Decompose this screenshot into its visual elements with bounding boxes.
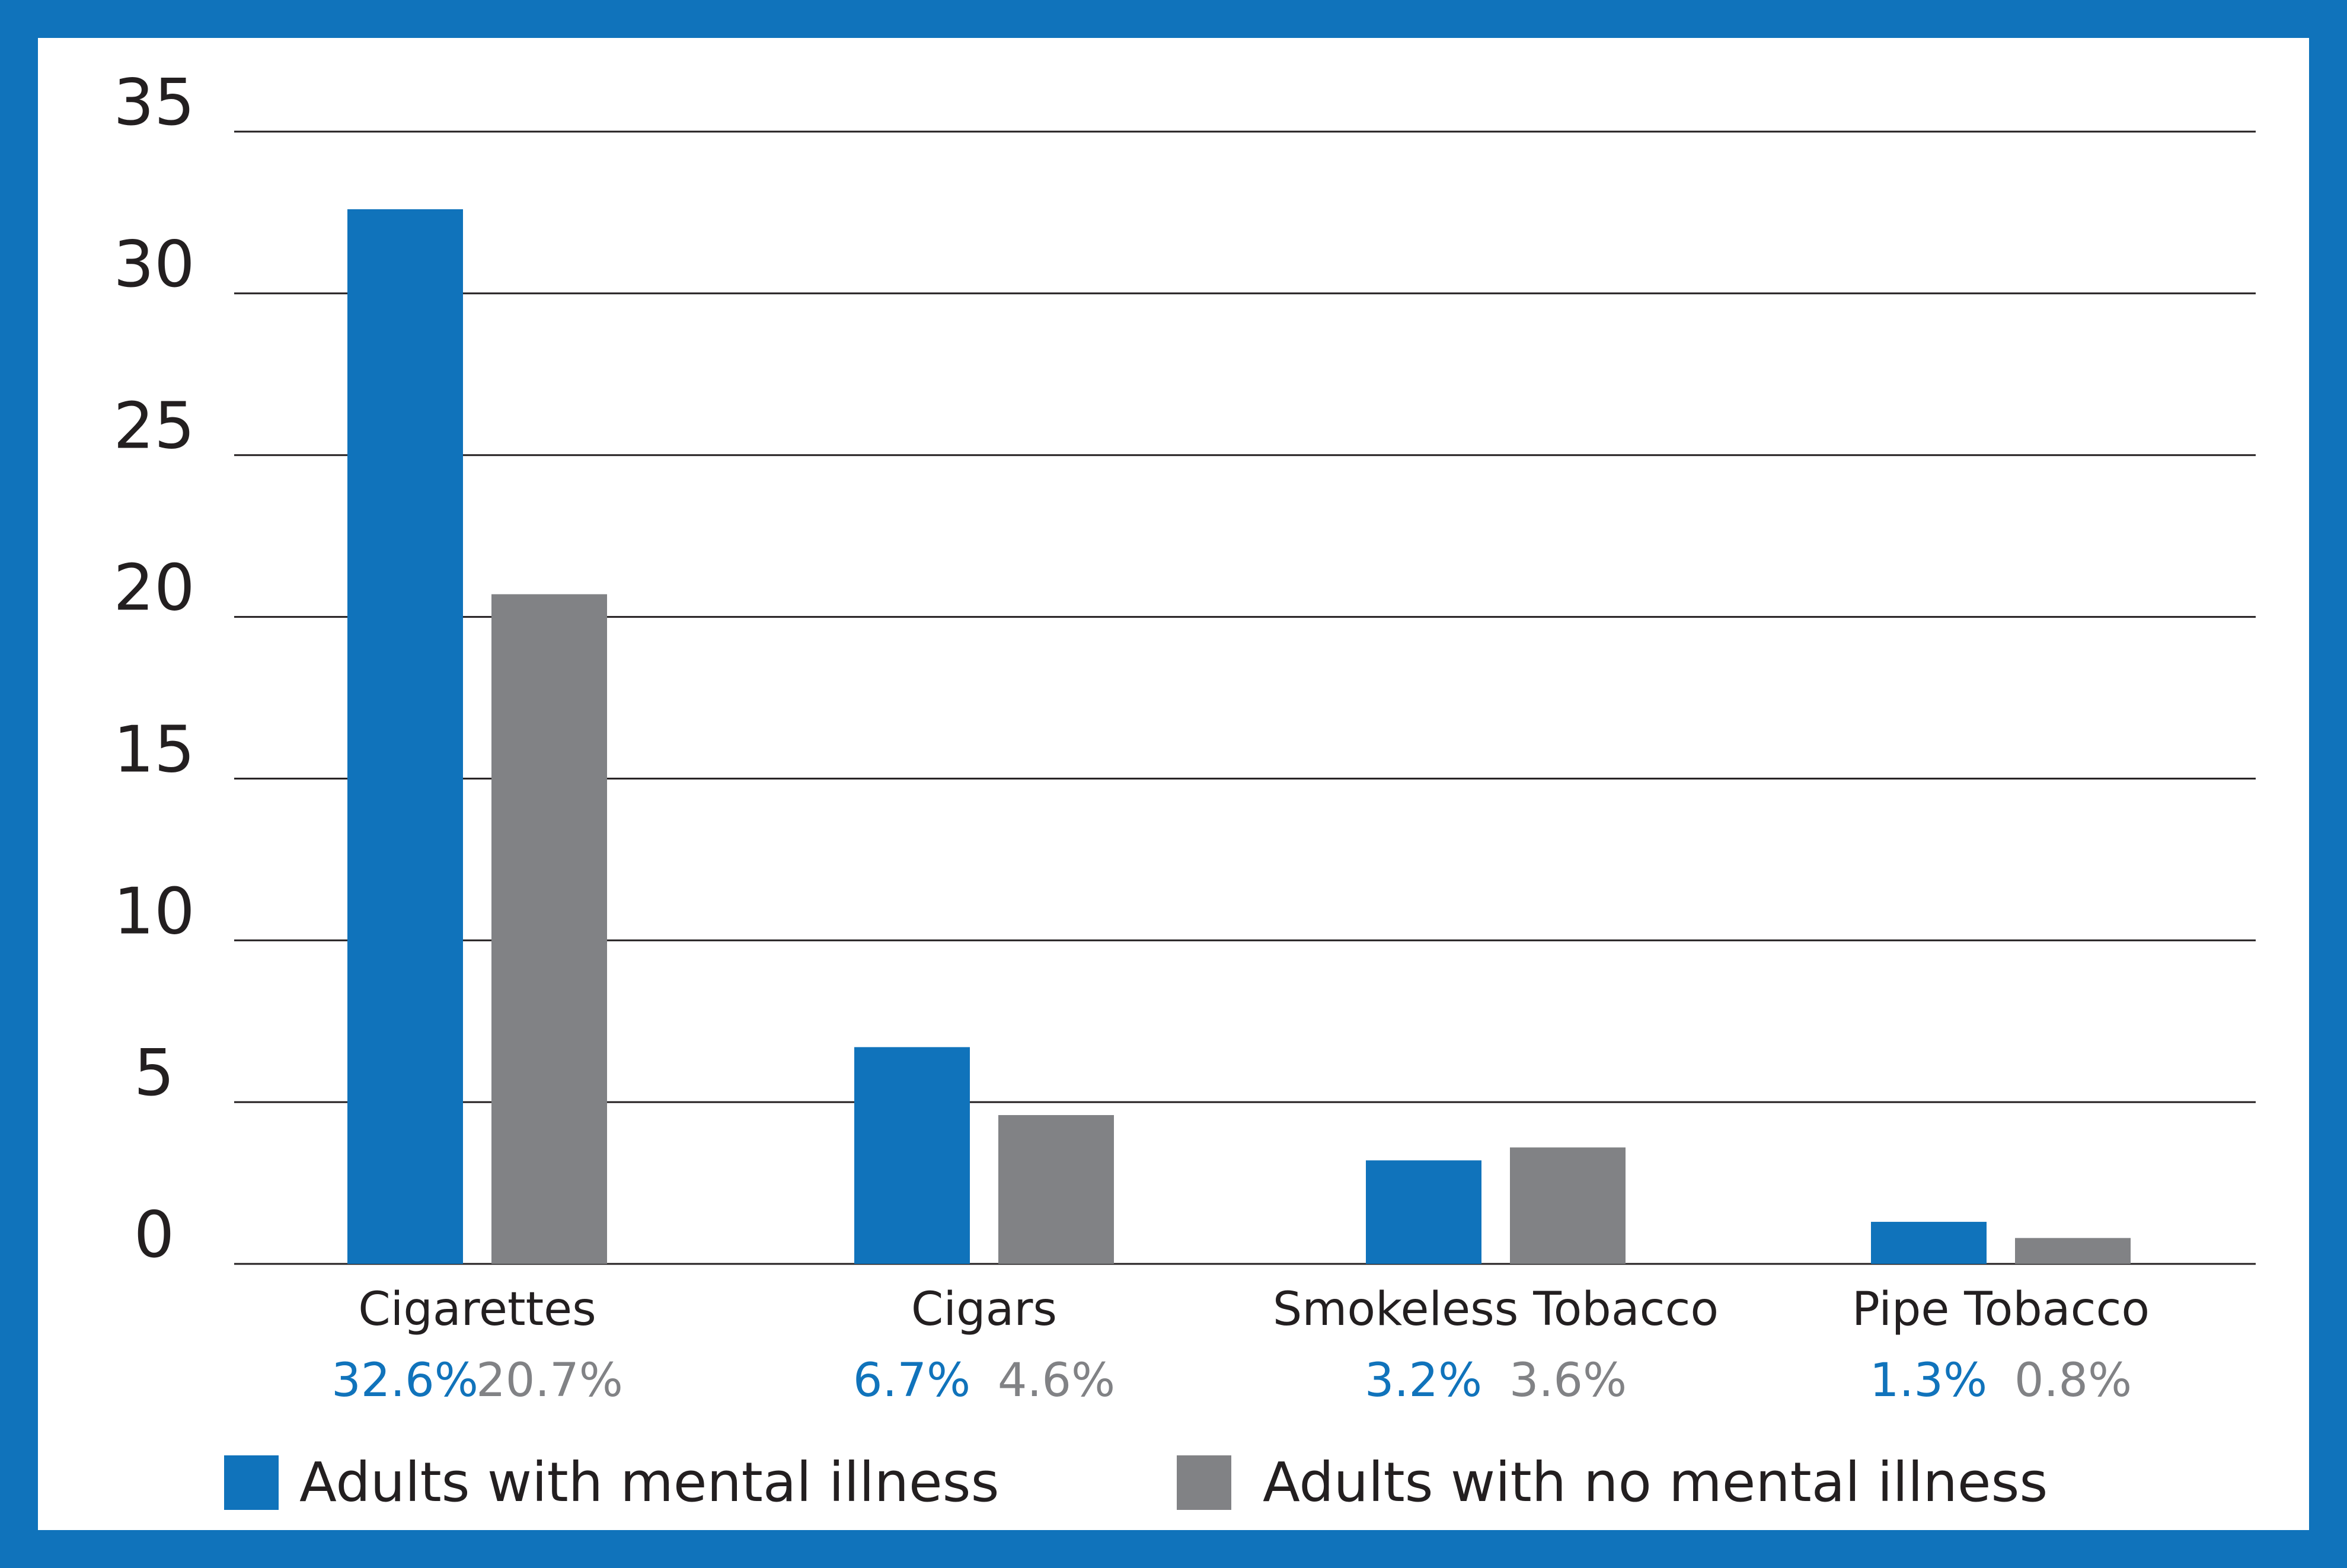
x-tick-label: Cigarettes	[358, 1283, 596, 1336]
bar-mental-illness	[347, 209, 463, 1264]
value-labels: 32.6%20.7% 6.7% 4.6% 3.2% 3.6% 1.3% 0.8%	[331, 1354, 2132, 1407]
bar-mental-illness	[1871, 1222, 1987, 1264]
x-axis-labels: Cigarettes Cigars Smokeless Tobacco Pipe To…	[358, 1283, 2150, 1336]
data-label: 32.6%	[331, 1354, 478, 1407]
legend-label: Adults with no mental illness	[1263, 1451, 2048, 1514]
bars	[347, 209, 2131, 1264]
bar-mental-illness	[854, 1047, 970, 1264]
data-label: 20.7%	[476, 1354, 623, 1407]
x-tick-label: Cigars	[911, 1283, 1057, 1336]
x-tick-label: Smokeless Tobacco	[1273, 1283, 1719, 1336]
data-label: 3.6%	[1509, 1354, 1627, 1407]
data-label: 4.6%	[998, 1354, 1115, 1407]
bar-no-mental-illness	[998, 1114, 1114, 1264]
y-tick-label: 20	[113, 551, 194, 625]
bar-mental-illness	[1366, 1160, 1481, 1264]
y-tick-label: 5	[134, 1036, 175, 1110]
data-label: 3.2%	[1365, 1354, 1482, 1407]
y-tick-label: 10	[113, 874, 194, 949]
data-label: 1.3%	[1870, 1354, 1987, 1407]
bar-no-mental-illness	[1510, 1147, 1626, 1264]
y-tick-label: 0	[134, 1198, 175, 1272]
data-label: 0.8%	[2014, 1354, 2132, 1407]
y-tick-label: 15	[113, 713, 194, 787]
legend-label: Adults with mental illness	[299, 1451, 1000, 1514]
bar-no-mental-illness	[2015, 1238, 2131, 1264]
y-tick-label: 30	[113, 228, 194, 302]
y-tick-label: 35	[113, 66, 194, 140]
bar-no-mental-illness	[491, 594, 607, 1264]
x-tick-label: Pipe Tobacco	[1852, 1283, 2150, 1336]
legend-swatch	[224, 1455, 279, 1510]
data-label: 6.7%	[853, 1354, 970, 1407]
y-tick-label: 25	[113, 389, 194, 464]
legend: Adults with mental illness Adults with no…	[224, 1451, 2048, 1514]
legend-swatch	[1177, 1455, 1231, 1510]
y-axis-ticks: 0 5 10 15 20 25 30 35	[113, 66, 194, 1272]
